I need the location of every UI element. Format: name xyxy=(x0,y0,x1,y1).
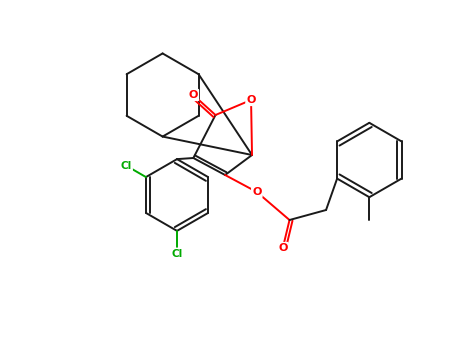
Text: Cl: Cl xyxy=(172,248,182,259)
Text: O: O xyxy=(252,187,262,197)
Text: O: O xyxy=(246,95,256,105)
Text: O: O xyxy=(189,90,198,100)
Text: O: O xyxy=(278,243,288,253)
Text: Cl: Cl xyxy=(121,161,132,171)
